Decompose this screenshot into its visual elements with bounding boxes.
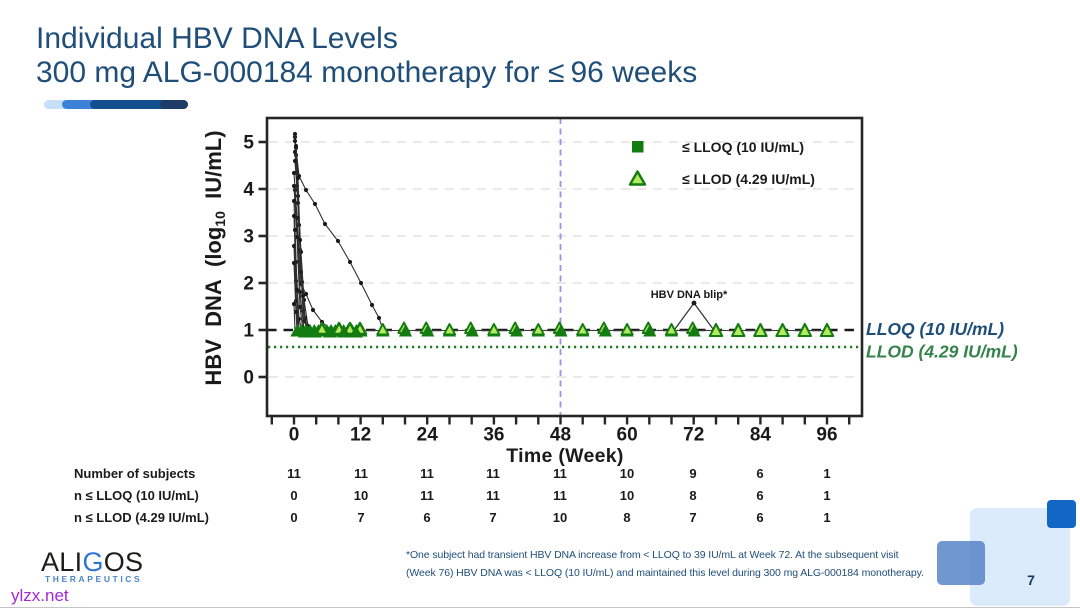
svg-text:24: 24 bbox=[417, 425, 439, 446]
svg-text:12: 12 bbox=[350, 425, 371, 446]
svg-text:HBV DNA (log10 IU/mL): HBV DNA (log10 IU/mL) bbox=[201, 130, 228, 385]
svg-text:0: 0 bbox=[243, 368, 254, 389]
svg-text:LLOQ (10 IU/mL): LLOQ (10 IU/mL) bbox=[866, 319, 1004, 339]
svg-text:60: 60 bbox=[617, 425, 638, 446]
svg-text:≤ LLOD (4.29 IU/mL): ≤ LLOD (4.29 IU/mL) bbox=[682, 171, 815, 187]
svg-text:36: 36 bbox=[483, 425, 504, 446]
svg-text:LLOD (4.29 IU/mL): LLOD (4.29 IU/mL) bbox=[866, 342, 1018, 362]
svg-text:2: 2 bbox=[243, 274, 254, 295]
svg-text:48: 48 bbox=[550, 425, 571, 446]
svg-text:4: 4 bbox=[243, 180, 254, 201]
svg-text:1: 1 bbox=[243, 321, 254, 342]
svg-text:84: 84 bbox=[750, 425, 772, 446]
svg-text:5: 5 bbox=[243, 133, 254, 154]
svg-text:≤ LLOQ (10 IU/mL): ≤ LLOQ (10 IU/mL) bbox=[682, 139, 804, 155]
svg-text:HBV DNA blip*: HBV DNA blip* bbox=[651, 289, 728, 301]
svg-text:Time (Week): Time (Week) bbox=[506, 445, 623, 467]
svg-text:3: 3 bbox=[243, 227, 254, 248]
svg-text:96: 96 bbox=[816, 425, 837, 446]
svg-text:0: 0 bbox=[289, 425, 300, 446]
svg-text:72: 72 bbox=[683, 425, 704, 446]
